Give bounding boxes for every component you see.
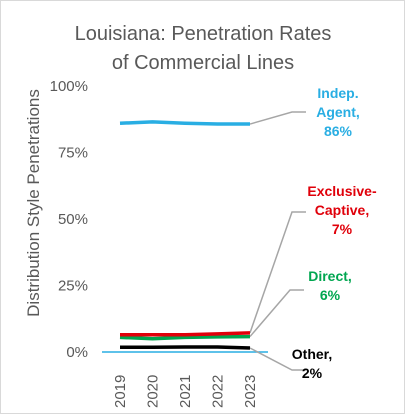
- x-tick-label: 2022: [210, 375, 227, 408]
- leader-lines: [249, 111, 306, 371]
- series-data-label: Exclusive-: [307, 183, 377, 199]
- x-tick-label: 2023: [242, 375, 259, 408]
- series-line: [119, 334, 251, 341]
- series-lines: [119, 120, 251, 350]
- series-data-label: Direct,: [308, 268, 352, 284]
- series-data-label: Agent,: [316, 104, 360, 120]
- x-tick-label: 2021: [177, 375, 194, 408]
- series-line: [120, 345, 251, 350]
- x-tick-label: 2020: [145, 375, 162, 408]
- y-axis-label: Distribution Style Penetrations: [24, 89, 43, 317]
- series-data-label: Indep.: [317, 85, 358, 101]
- x-tick-label: 2019: [112, 375, 129, 408]
- series-data-label: Captive,: [315, 202, 369, 218]
- series-data-label: 6%: [320, 287, 341, 303]
- x-axis-ticks: 2019 2020 2021 2022 2023: [112, 375, 259, 408]
- series-line: [120, 331, 251, 337]
- y-tick-label: 25%: [58, 278, 88, 295]
- series-data-label: Other,: [292, 346, 332, 362]
- chart-title-line-2: of Commercial Lines: [112, 52, 294, 74]
- series-line: [119, 120, 250, 126]
- y-tick-label: 50%: [58, 211, 88, 228]
- y-axis-ticks: 0% 25% 50% 75% 100%: [50, 78, 88, 361]
- leader-line: [249, 211, 306, 334]
- series-annotations: Indep. Agent, 86% Exclusive- Captive, 7% Direc…: [292, 85, 377, 381]
- series-data-label: 86%: [324, 123, 353, 139]
- chart-title-line-1: Louisiana: Penetration Rates: [75, 23, 332, 45]
- leader-line: [249, 111, 306, 125]
- y-tick-label: 75%: [58, 145, 88, 162]
- leader-line: [249, 347, 306, 371]
- y-tick-label: 0%: [66, 344, 88, 361]
- series-data-label: 7%: [332, 221, 353, 237]
- series-data-label: 2%: [302, 365, 323, 381]
- leader-line: [249, 289, 304, 338]
- y-tick-label: 100%: [50, 78, 88, 95]
